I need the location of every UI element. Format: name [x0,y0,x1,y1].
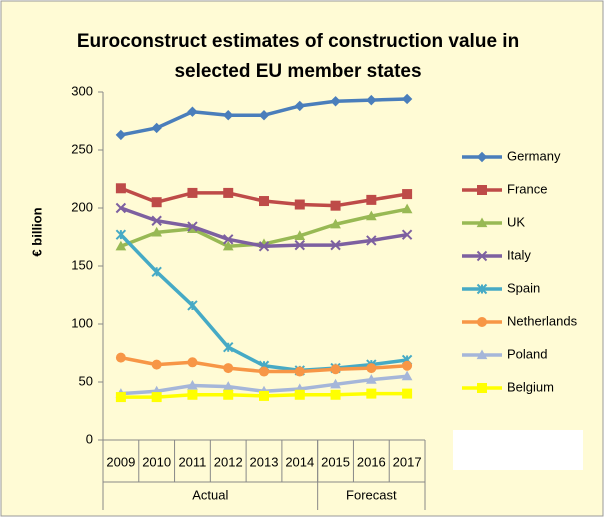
legend-label: Belgium [507,379,554,394]
marker [477,383,487,393]
marker [476,151,488,163]
marker [330,364,341,375]
legend-label: Poland [507,346,547,361]
marker [476,283,488,295]
marker [187,300,198,311]
y-tick-label: 50 [79,373,93,388]
legend-label: France [507,181,547,196]
marker [294,239,305,251]
legend-label: UK [507,214,525,229]
marker [402,388,413,399]
marker [115,229,127,240]
marker [187,379,198,390]
marker [294,199,305,210]
marker [223,187,234,198]
y-tick-label: 0 [86,431,93,446]
marker [476,250,488,262]
x-tick-label: 2017 [393,454,422,469]
marker [366,363,377,374]
marker [294,366,305,377]
marker [401,93,413,105]
y-axis-label: € billion [29,207,44,256]
marker [151,226,163,237]
marker [222,240,234,251]
marker [330,239,341,251]
marker [294,100,305,112]
x-tick-label: 2009 [106,454,135,469]
marker [259,366,269,377]
marker [258,241,270,252]
group-label: Actual [192,487,228,502]
marker [476,349,488,360]
marker [115,129,127,141]
marker [402,189,413,200]
y-tick-label: 150 [71,257,93,272]
marker [477,185,487,195]
marker [366,194,377,205]
marker [223,389,234,400]
x-tick-label: 2014 [285,454,314,469]
marker [223,234,234,245]
marker [401,370,413,381]
marker [366,94,377,106]
marker [151,359,162,370]
marker [115,392,126,403]
x-tick-label: 2012 [214,454,243,469]
legend-label: Netherlands [507,313,578,328]
legend-label: Germany [507,148,561,163]
marker [366,235,377,246]
marker [115,352,126,363]
y-tick-label: 100 [71,315,93,330]
marker [151,215,162,226]
marker [151,266,162,278]
marker [187,187,198,198]
marker [187,221,198,232]
marker [115,202,127,214]
marker [151,392,162,403]
marker [330,96,341,107]
marker [294,389,305,400]
marker [402,360,413,371]
marker [365,210,377,221]
x-tick-label: 2016 [357,454,386,469]
x-tick-label: 2013 [250,454,279,469]
marker [330,218,341,229]
x-tick-label: 2010 [142,454,171,469]
marker [365,374,377,384]
marker [187,357,198,368]
marker [223,341,234,353]
marker [330,389,341,400]
marker [258,109,270,121]
chart-title: Euroconstruct estimates of construction … [77,31,519,52]
marker [259,196,269,207]
marker [477,317,487,327]
y-tick-label: 200 [71,199,93,214]
marker [223,109,234,121]
marker [401,203,413,214]
marker [187,389,198,400]
marker [366,388,377,399]
chart-title: selected EU member states [174,61,421,82]
marker [151,197,162,208]
legend-label: Spain [507,280,540,295]
marker [259,390,269,401]
x-tick-label: 2015 [321,454,350,469]
marker [151,122,162,134]
x-tick-label: 2011 [178,454,206,469]
legend-label: Italy [507,247,531,262]
marker [223,363,234,374]
marker [401,229,413,240]
marker [476,217,488,228]
group-label: Forecast [346,487,397,502]
blank-box [453,430,583,470]
marker [187,106,198,117]
marker [294,230,306,240]
y-tick-label: 300 [71,83,93,98]
marker [115,240,127,251]
y-tick-label: 250 [71,141,93,156]
marker [115,183,126,194]
marker [330,378,341,389]
marker [330,200,341,211]
